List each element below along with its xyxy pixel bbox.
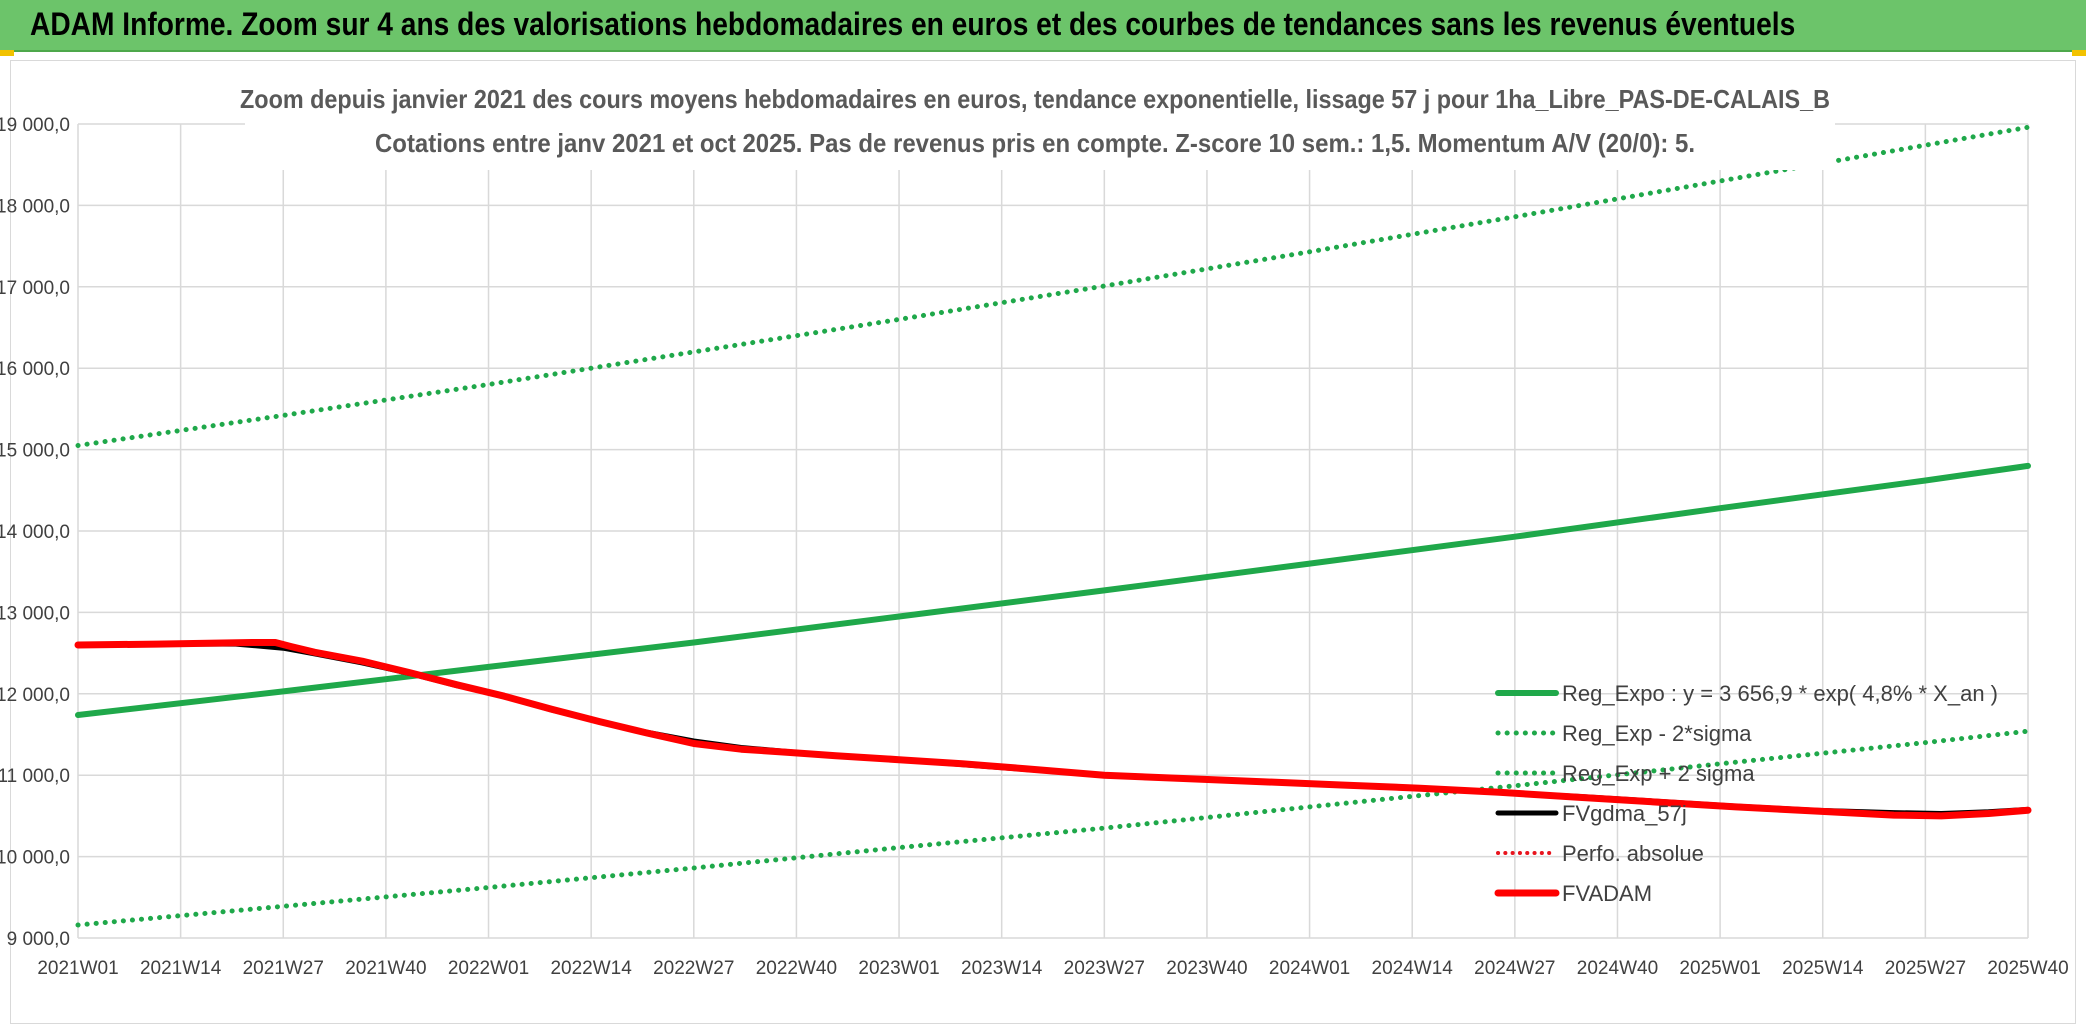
banner-corner-left (0, 50, 14, 56)
x-tick-label: 2025W40 (1987, 958, 2068, 979)
x-tick-label: 2021W01 (37, 958, 118, 979)
x-tick-label: 2021W14 (140, 958, 222, 979)
x-tick-label: 2022W40 (756, 958, 837, 979)
legend-label-2: Reg_Exp + 2 sigma (1562, 761, 1755, 786)
x-tick-label: 2025W01 (1679, 958, 1760, 979)
x-tick-label: 2024W14 (1372, 958, 1454, 979)
x-tick-label: 2022W14 (550, 958, 632, 979)
x-tick-label: 2025W27 (1885, 958, 1966, 979)
x-tick-label: 2025W14 (1782, 958, 1864, 979)
x-tick-label: 2023W14 (961, 958, 1043, 979)
series-line-5 (74, 639, 2032, 820)
y-tick-label: 17 000,0 (0, 278, 70, 299)
banner (0, 0, 2086, 52)
x-tick-label: 2023W27 (1064, 958, 1145, 979)
y-tick-label: 14 000,0 (0, 522, 70, 543)
y-axis-ticks: 9 000,0 10 000,0 11 000,0 12 000,0 13 000,0 1… (0, 115, 70, 950)
series-line-0 (75, 462, 2031, 718)
gridlines (77, 123, 2029, 939)
y-tick-label: 10 000,0 (0, 848, 70, 869)
series-line-1 (75, 728, 2031, 928)
legend-label-0: Reg_Expo : y = 3 656,9 * exp( 4,8% * X_a… (1562, 681, 1998, 706)
series-lines (74, 124, 2032, 928)
x-tick-label: 2023W40 (1166, 958, 1247, 979)
y-tick-label: 12 000,0 (0, 685, 70, 706)
x-tick-label: 2023W01 (858, 958, 939, 979)
x-tick-label: 2021W40 (345, 958, 426, 979)
chart-title-line1: Zoom depuis janvier 2021 des cours moyen… (240, 84, 1830, 114)
banner-title: ADAM Informe. Zoom sur 4 ans des valoris… (30, 6, 1796, 42)
legend-label-5: FVADAM (1562, 881, 1652, 906)
legend-label-4: Perfo. absolue (1562, 841, 1704, 866)
y-tick-label: 15 000,0 (0, 441, 70, 462)
y-tick-label: 13 000,0 (0, 603, 70, 624)
x-tick-label: 2024W27 (1474, 958, 1555, 979)
banner-corner-right (2072, 50, 2086, 56)
legend-label-1: Reg_Exp - 2*sigma (1562, 721, 1752, 746)
legend-label-3: FVgdma_57j (1562, 801, 1687, 826)
x-axis-ticks: 2021W01 2021W14 2021W27 2021W40 2022W01 2022W… (37, 958, 2068, 979)
series-line-2 (75, 124, 2031, 448)
x-tick-label: 2021W27 (243, 958, 324, 979)
y-tick-label: 11 000,0 (0, 766, 70, 787)
y-tick-label: 18 000,0 (0, 196, 70, 217)
chart-area (10, 60, 2076, 1024)
y-tick-label: 9 000,0 (7, 929, 70, 950)
x-tick-label: 2024W01 (1269, 958, 1350, 979)
y-tick-label: 19 000,0 (0, 115, 70, 136)
y-tick-label: 16 000,0 (0, 359, 70, 380)
chart-title-line2: Cotations entre janv 2021 et oct 2025. P… (375, 128, 1695, 158)
x-tick-label: 2024W40 (1577, 958, 1658, 979)
x-tick-label: 2022W01 (448, 958, 529, 979)
x-tick-label: 2022W27 (653, 958, 734, 979)
title-background (245, 78, 1835, 170)
legend: Reg_Expo : y = 3 656,9 * exp( 4,8% * X_a… (1494, 681, 1998, 906)
